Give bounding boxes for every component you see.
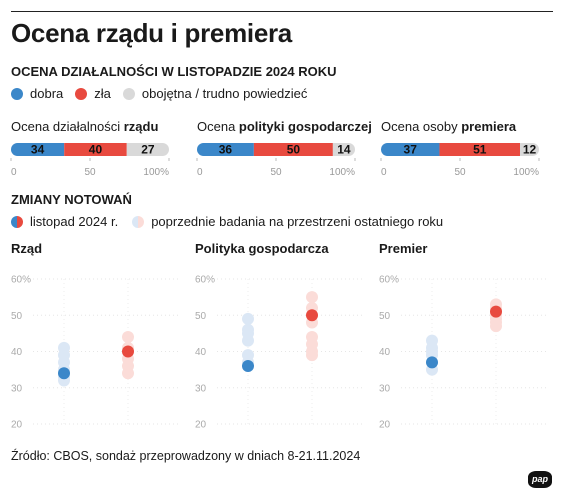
bad-previous-dot: [122, 367, 134, 380]
dot-ytick-label: 40: [195, 347, 207, 358]
bar-segment-0-1: [64, 143, 127, 156]
legend-swatch-neutral: [122, 87, 135, 100]
bar-panel-title-plain: Ocena działalności: [11, 119, 124, 134]
bad-previous-dot: [306, 349, 318, 362]
bar-segment-2-1: [439, 143, 521, 156]
dot-ytick-label: 60%: [195, 275, 215, 286]
changes-legend-previous: poprzednie badania na przestrzeni ostatn…: [132, 214, 443, 229]
good-previous-dot: [242, 327, 254, 340]
bar-panel-title-1: Ocena polityki gospodarczej: [197, 119, 372, 134]
source-note: Źródło: CBOS, sondaż przeprowadzony w dn…: [11, 449, 361, 463]
bar-segment-0-2: [126, 143, 169, 156]
good-current-dot: [426, 356, 438, 369]
legend-item-good: dobra: [11, 86, 63, 101]
bar-panel-title-plain: Ocena: [197, 119, 239, 134]
bar-tick-label: 100%: [143, 167, 169, 178]
dot-ytick-label: 30: [379, 383, 391, 394]
bar-tick-label: 50: [454, 167, 466, 178]
bar-tick-label: 0: [11, 167, 17, 178]
previous-swatch: [132, 215, 145, 228]
dot-ytick-label: 60%: [11, 275, 31, 286]
bar-panel-title-bold: polityki gospodarczej: [239, 119, 372, 134]
good-previous-dot: [58, 341, 70, 354]
bar-segment-2-2: [520, 143, 539, 156]
dot-ytick-label: 20: [379, 420, 391, 431]
bar-value-label: 37: [404, 143, 418, 157]
legend-item-neutral: obojętna / trudno powiedzieć: [122, 86, 308, 101]
dot-ytick-label: 20: [11, 420, 23, 431]
bad-current-dot: [490, 305, 502, 318]
legend-swatch-good: [11, 87, 23, 100]
bar-tick-label: 0: [197, 167, 203, 178]
bar-segment-1-2: [332, 143, 355, 156]
bar-value-label: 50: [287, 143, 301, 157]
bar-value-label: 40: [89, 143, 103, 157]
dot-ytick-label: 40: [379, 347, 391, 358]
bar-tick-label: 50: [84, 167, 96, 178]
dot-ytick-label: 20: [195, 420, 207, 431]
bar-tick-label: 0: [381, 167, 387, 178]
bad-previous-dot: [122, 331, 134, 343]
legend-label-good: dobra: [30, 86, 64, 101]
good-previous-dot: [242, 312, 254, 325]
dot-ytick-label: 30: [11, 383, 23, 394]
bar-panel-title-bold: premiera: [461, 119, 517, 134]
dot-ytick-label: 40: [11, 347, 23, 358]
bad-current-dot: [122, 345, 134, 358]
changes-title: ZMIANY NOTOWAŃ: [11, 192, 132, 207]
bar-panel-title-bold: rządu: [124, 119, 159, 134]
changes-legend-previous-label: poprzednie badania na przestrzeni ostatn…: [151, 214, 444, 229]
changes-legend-current: listopad 2024 r.: [11, 214, 118, 229]
bar-panel-title-plain: Ocena osoby: [381, 119, 461, 134]
legend: dobra zła obojętna / trudno powiedzieć: [11, 86, 319, 101]
legend-swatch-bad: [75, 87, 88, 100]
dot-panel-title-1: Polityka gospodarcza: [195, 241, 329, 256]
legend-label-neutral: obojętna / trudno powiedzieć: [141, 86, 308, 101]
bar-segment-1-0: [197, 143, 254, 156]
bar-value-label: 14: [337, 143, 351, 157]
changes-legend-current-label: listopad 2024 r.: [30, 214, 119, 229]
dot-ytick-label: 60%: [379, 275, 399, 286]
bad-previous-dot: [490, 320, 502, 333]
dot-ytick-label: 50: [379, 311, 391, 322]
bar-tick-label: 100%: [513, 167, 539, 178]
bad-current-dot: [306, 309, 318, 322]
bar-panel-title-2: Ocena osoby premiera: [381, 119, 517, 134]
bar-tick-label: 50: [270, 167, 282, 178]
dot-panel-title-0: Rząd: [11, 241, 42, 256]
bad-previous-dot: [306, 291, 318, 304]
current-swatch: [11, 215, 23, 228]
page-title: Ocena rządu i premiera: [11, 18, 292, 48]
bar-segment-0-0: [11, 143, 65, 156]
dot-ytick-label: 50: [195, 311, 207, 322]
legend-item-bad: zła: [75, 86, 111, 101]
bar-tick-label: 100%: [329, 167, 355, 178]
top-rule: [11, 11, 553, 12]
legend-label-bad: zła: [94, 86, 111, 101]
good-current-dot: [242, 360, 254, 372]
bar-value-label: 51: [473, 143, 487, 157]
bar-value-label: 27: [141, 143, 155, 157]
bar-value-label: 12: [523, 143, 537, 157]
pap-logo: pap: [528, 471, 552, 488]
bar-segment-2-0: [381, 143, 440, 156]
changes-legend: listopad 2024 r. poprzednie badania na p…: [11, 214, 457, 229]
bar-value-label: 34: [31, 143, 45, 157]
good-current-dot: [58, 367, 70, 380]
good-previous-dot: [426, 345, 438, 358]
dot-panel-title-2: Premier: [379, 241, 427, 256]
dot-ytick-label: 30: [195, 383, 207, 394]
bar-panel-title-0: Ocena działalności rządu: [11, 119, 158, 134]
dot-ytick-label: 50: [11, 311, 23, 322]
bar-value-label: 36: [219, 143, 233, 157]
chart-subtitle: OCENA DZIAŁALNOŚCI W LISTOPADZIE 2024 RO…: [11, 64, 337, 79]
bar-segment-1-1: [253, 143, 333, 156]
